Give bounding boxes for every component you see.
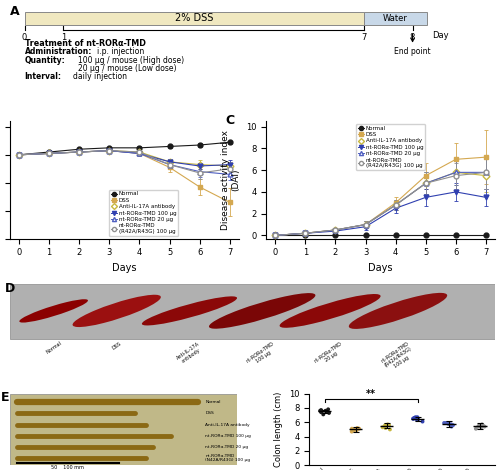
Point xyxy=(410,415,418,423)
Text: D: D xyxy=(5,282,15,295)
Point xyxy=(385,422,393,429)
Point xyxy=(442,419,450,427)
Text: Treatment of nt-RORα-TMD: Treatment of nt-RORα-TMD xyxy=(24,39,146,48)
Point xyxy=(443,419,451,427)
Y-axis label: Disease activity index
(DAI): Disease activity index (DAI) xyxy=(221,130,240,230)
Text: Day: Day xyxy=(432,31,448,40)
Text: Anti-IL-17A antibody: Anti-IL-17A antibody xyxy=(205,423,250,427)
Text: nt-RORα-TMD 20 μg: nt-RORα-TMD 20 μg xyxy=(205,445,248,449)
Point xyxy=(348,428,356,435)
Text: Administration:: Administration: xyxy=(24,47,92,56)
Text: 2% DSS: 2% DSS xyxy=(175,13,214,24)
Point xyxy=(478,421,486,428)
Point xyxy=(317,408,325,416)
Text: DSS: DSS xyxy=(205,411,214,415)
Text: Normal: Normal xyxy=(45,341,62,355)
Point xyxy=(352,426,360,433)
Text: E: E xyxy=(1,391,10,404)
Text: i.p. injection: i.p. injection xyxy=(98,47,144,56)
Point xyxy=(472,425,480,432)
Text: Interval:: Interval: xyxy=(24,72,62,81)
Point xyxy=(320,411,328,418)
Point xyxy=(448,423,456,431)
Point xyxy=(409,415,417,423)
Point xyxy=(413,416,421,424)
Point xyxy=(418,418,426,425)
Bar xyxy=(24,12,364,25)
Point xyxy=(474,423,482,431)
Text: C: C xyxy=(225,114,234,127)
Point xyxy=(446,421,454,428)
Ellipse shape xyxy=(72,295,161,327)
Point xyxy=(410,414,418,422)
Text: 20 μg / mouse (Low dose): 20 μg / mouse (Low dose) xyxy=(78,64,176,73)
Text: DSS: DSS xyxy=(111,341,122,351)
Point xyxy=(352,426,360,434)
Text: 0: 0 xyxy=(22,33,27,42)
Point xyxy=(381,422,389,429)
Text: Anti-IL-17A
antibody: Anti-IL-17A antibody xyxy=(175,341,204,365)
Text: nt-RORα-TMD
(R42A/R43G)
100 μg: nt-RORα-TMD (R42A/R43G) 100 μg xyxy=(380,341,416,373)
Point xyxy=(414,415,422,423)
Text: **: ** xyxy=(366,389,376,399)
Text: nt-RORα-TMD
100 μg: nt-RORα-TMD 100 μg xyxy=(246,341,279,368)
Y-axis label: Colon length (cm): Colon length (cm) xyxy=(274,392,283,467)
Text: nt-RORα-TMD 100 μg: nt-RORα-TMD 100 μg xyxy=(205,434,251,438)
Ellipse shape xyxy=(20,299,88,322)
Point xyxy=(478,422,486,429)
Point xyxy=(323,408,331,415)
Text: 8: 8 xyxy=(410,33,415,42)
Point xyxy=(480,423,488,431)
Point xyxy=(475,422,483,430)
Text: Quantity:: Quantity: xyxy=(24,55,66,65)
Point xyxy=(382,424,390,432)
Point xyxy=(348,425,356,432)
Text: 1: 1 xyxy=(60,33,66,42)
Ellipse shape xyxy=(209,293,316,329)
Point xyxy=(448,421,456,428)
Point xyxy=(412,414,420,421)
Ellipse shape xyxy=(349,293,447,329)
Bar xyxy=(364,12,427,25)
Ellipse shape xyxy=(142,297,237,325)
Point xyxy=(355,425,363,432)
Point xyxy=(317,406,325,414)
Bar xyxy=(10,283,495,339)
Point xyxy=(378,423,386,431)
Point xyxy=(322,407,330,415)
Point xyxy=(325,409,333,417)
Point xyxy=(316,407,324,415)
Point xyxy=(384,421,392,428)
Text: nt-RORα-TMD
20 μg: nt-RORα-TMD 20 μg xyxy=(314,341,346,368)
Text: 50    100 mm: 50 100 mm xyxy=(52,465,84,470)
Text: 7: 7 xyxy=(362,33,366,42)
Point xyxy=(353,424,361,432)
Point xyxy=(414,414,422,421)
Text: End point: End point xyxy=(394,47,431,56)
Text: A: A xyxy=(10,5,20,18)
Legend: Normal, DSS, Anti-IL-17A antibody, nt-RORα-TMD 100 μg, nt-RORα-TMD 20 μg, nt-ROR: Normal, DSS, Anti-IL-17A antibody, nt-RO… xyxy=(109,190,178,236)
Point xyxy=(444,420,452,427)
Point xyxy=(324,406,332,413)
Point xyxy=(350,426,358,434)
Point xyxy=(477,423,485,431)
Point xyxy=(382,422,390,430)
Point xyxy=(349,426,357,433)
Legend: Normal, DSS, Anti-IL-17A antibody, nt-RORα-TMD 100 μg, nt-RORα-TMD 20 μg, nt-ROR: Normal, DSS, Anti-IL-17A antibody, nt-RO… xyxy=(356,124,425,170)
Point xyxy=(381,423,389,431)
Ellipse shape xyxy=(280,294,380,328)
Point xyxy=(440,419,448,427)
Point xyxy=(478,422,486,429)
Text: Normal: Normal xyxy=(205,400,220,404)
Point xyxy=(386,426,394,433)
X-axis label: Days: Days xyxy=(112,263,136,273)
Text: nt-RORα-TMD
(N42A/R43G) 100 μg: nt-RORα-TMD (N42A/R43G) 100 μg xyxy=(205,454,250,462)
Text: Water: Water xyxy=(383,14,408,23)
X-axis label: Days: Days xyxy=(368,263,393,273)
Text: daily injection: daily injection xyxy=(73,72,127,81)
Point xyxy=(449,422,457,429)
Text: 100 μg / mouse (High dose): 100 μg / mouse (High dose) xyxy=(78,55,184,65)
